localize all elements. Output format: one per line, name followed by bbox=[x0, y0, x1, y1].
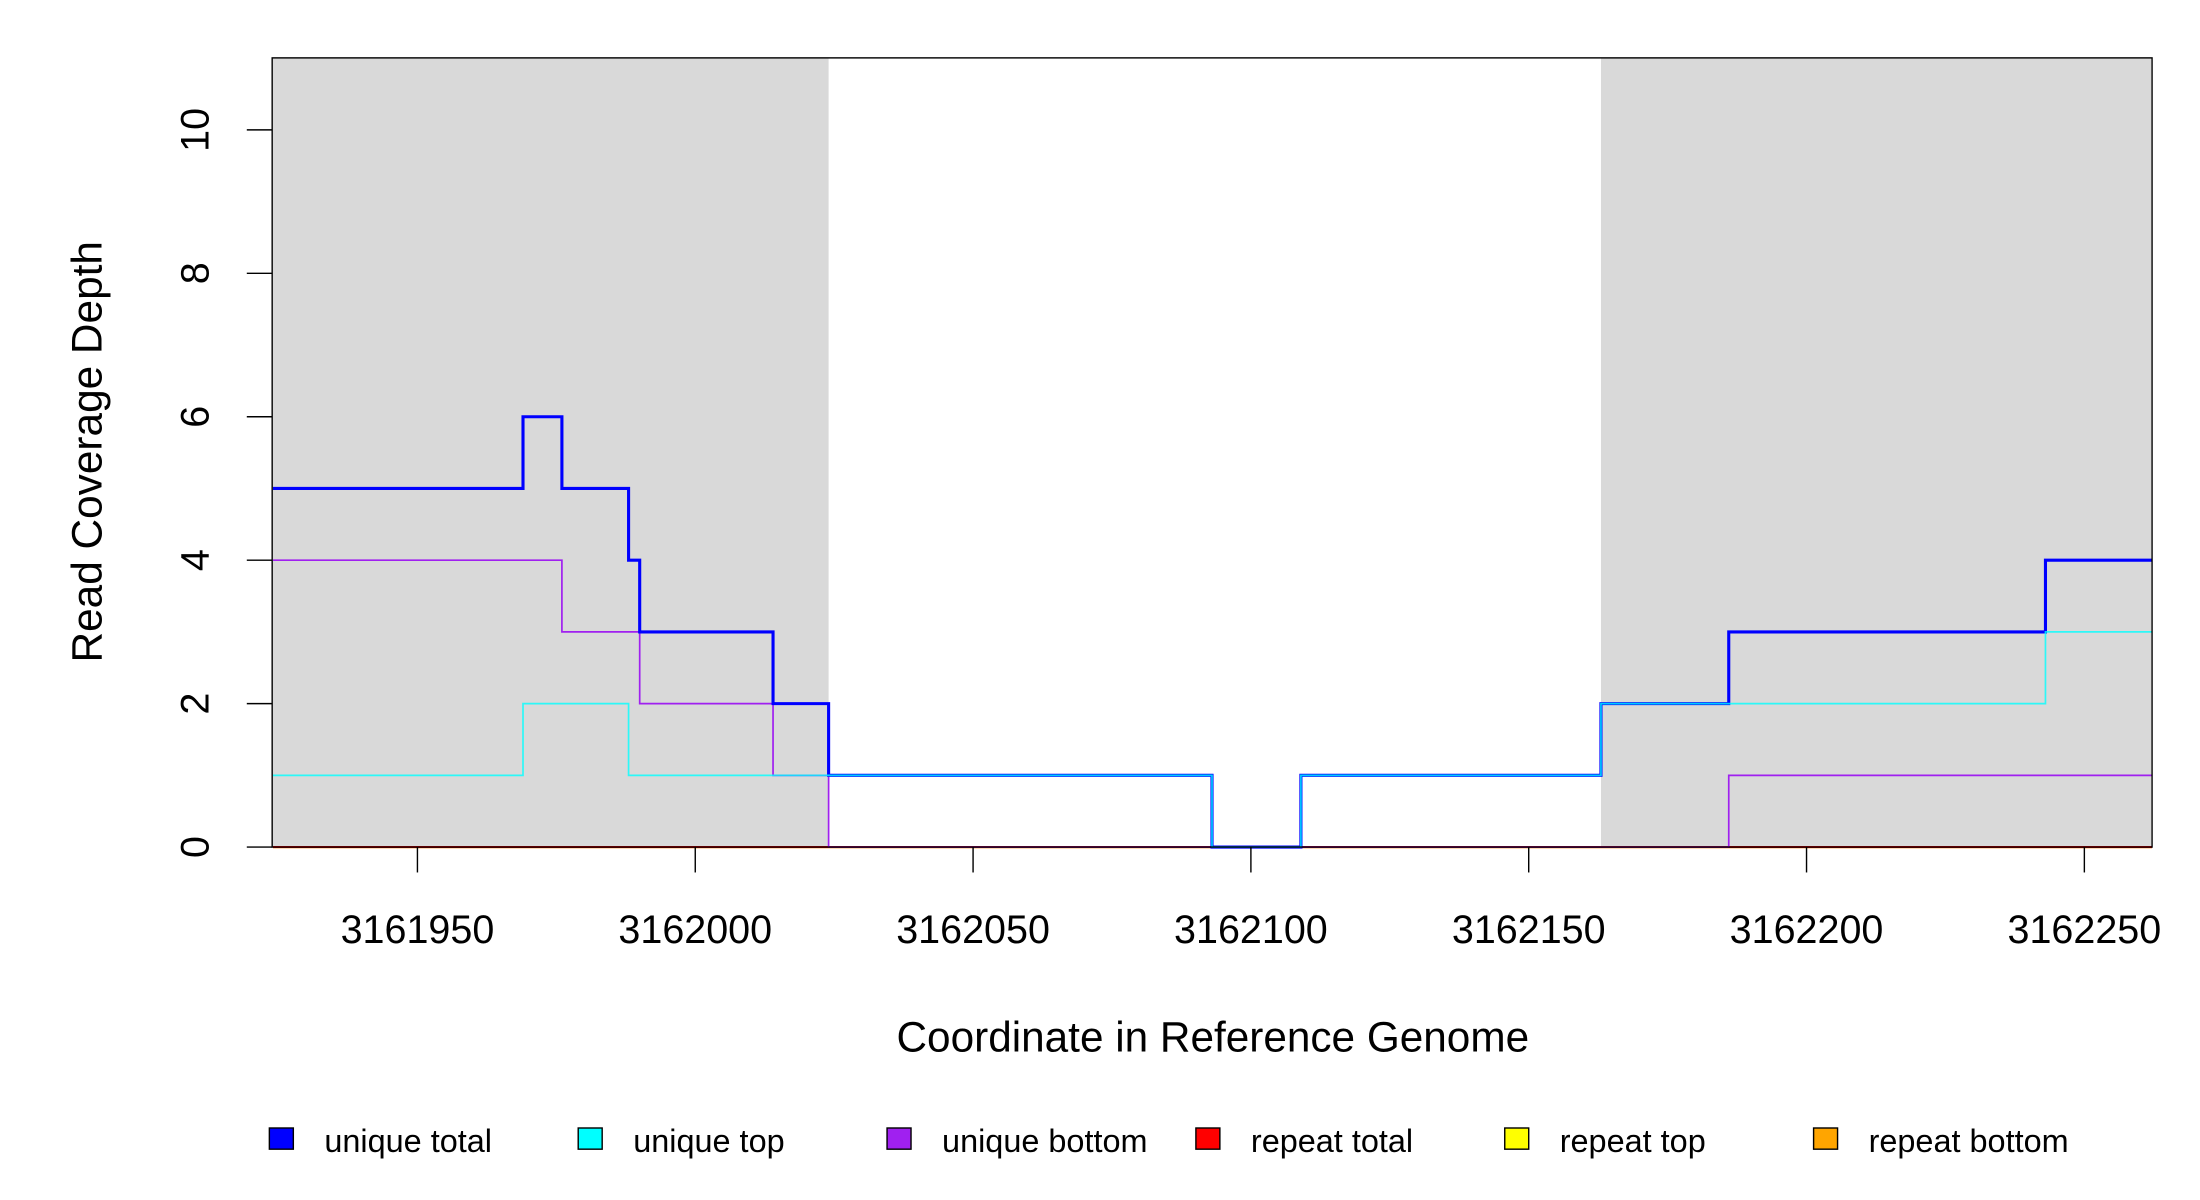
x-tick-label: 3162050 bbox=[896, 908, 1050, 952]
series-line-unique-bottom bbox=[272, 559, 2153, 848]
y-axis-label: Read Coverage Depth bbox=[64, 241, 111, 662]
y-tick-label: 0 bbox=[174, 836, 218, 858]
y-tick-label: 8 bbox=[174, 262, 218, 284]
legend-label: unique top bbox=[633, 1123, 784, 1159]
y-tick-label: 2 bbox=[174, 693, 218, 715]
plot-frame bbox=[271, 57, 2153, 848]
x-tick-label: 3162250 bbox=[2008, 908, 2162, 952]
legend: unique total unique top unique bottom repea… bbox=[268, 1123, 2069, 1159]
legend-swatch bbox=[577, 1127, 603, 1150]
legend-swatch bbox=[886, 1127, 912, 1150]
y-axis: 0 2 4 6 8 10 bbox=[174, 108, 273, 858]
shaded-region bbox=[1600, 57, 2152, 848]
x-tick-label: 3162200 bbox=[1730, 908, 1884, 952]
legend-swatch bbox=[268, 1127, 295, 1150]
legend-swatch bbox=[1812, 1127, 1839, 1150]
shaded-regions bbox=[272, 57, 2152, 848]
y-tick-label: 6 bbox=[174, 406, 218, 428]
x-tick-label: 3161950 bbox=[341, 908, 495, 952]
shaded-region bbox=[272, 57, 829, 848]
y-tick-label: 4 bbox=[174, 549, 218, 571]
x-axis-label: Coordinate in Reference Genome bbox=[897, 1014, 1530, 1061]
y-tick-label: 10 bbox=[174, 108, 218, 152]
legend-label: unique total bbox=[324, 1123, 492, 1159]
series-line-unique-total bbox=[272, 415, 2153, 849]
legend-label: repeat top bbox=[1560, 1123, 1706, 1159]
legend-label: repeat bottom bbox=[1869, 1123, 2069, 1159]
legend-label: unique bottom bbox=[942, 1123, 1147, 1159]
x-tick-label: 3162150 bbox=[1452, 908, 1606, 952]
legend-swatch bbox=[1504, 1127, 1530, 1150]
x-axis: 3161950 3162000 3162050 3162100 3162150 31622… bbox=[341, 847, 2162, 952]
legend-label: repeat total bbox=[1251, 1123, 1413, 1159]
legend-swatch bbox=[1195, 1127, 1221, 1150]
x-tick-label: 3162100 bbox=[1174, 908, 1328, 952]
x-tick-label: 3162000 bbox=[618, 908, 772, 952]
